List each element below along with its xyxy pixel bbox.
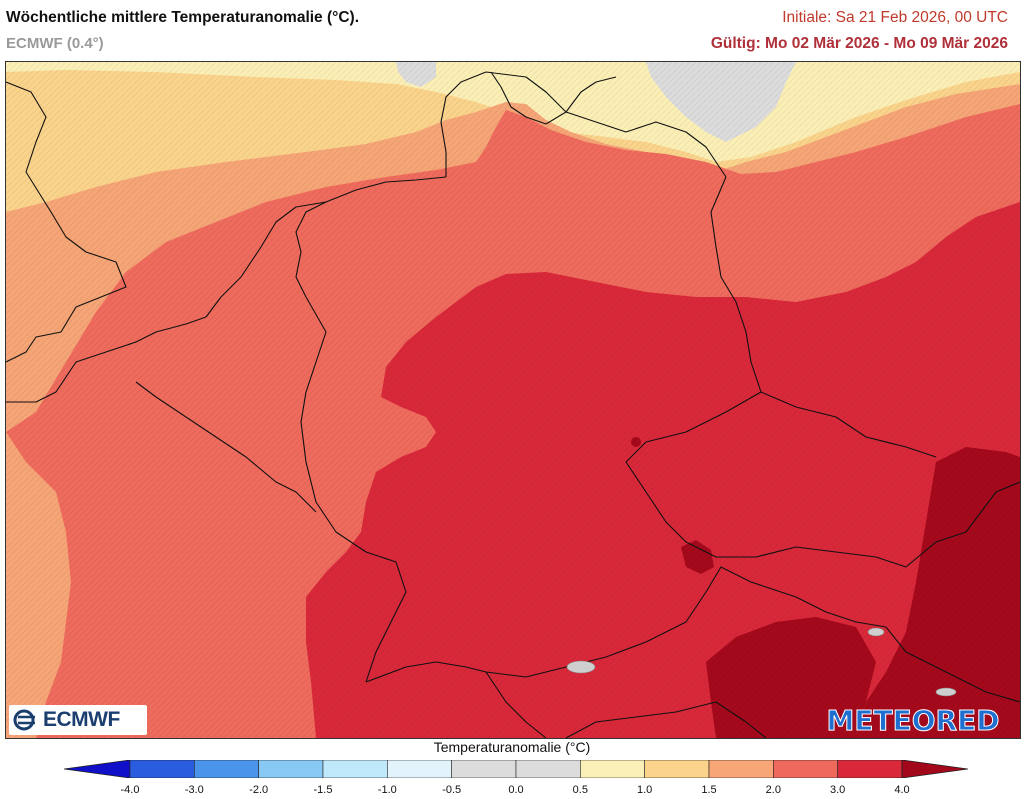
initial-time: Initiale: Sa 21 Feb 2026, 00 UTC	[782, 9, 1008, 26]
hungary-border	[885, 626, 1020, 703]
legend-tick-label: 0.5	[572, 784, 588, 796]
colorbar-segment	[129, 760, 195, 778]
uk-coast	[6, 81, 127, 363]
legend-tick-label: -1.0	[377, 784, 397, 796]
terrain-shading	[6, 62, 1020, 738]
benelux-coast	[205, 176, 447, 318]
legend-tick-label: 1.0	[637, 784, 653, 796]
slovakia-border	[905, 481, 1020, 568]
colorbar-segment	[387, 760, 452, 778]
colorbar-arrow-high	[901, 760, 968, 778]
map-canvas	[6, 62, 1020, 738]
lakes	[566, 627, 957, 697]
legend-tick-label: -3.0	[184, 784, 204, 796]
colorbar-segment	[708, 760, 774, 778]
legend-tick-label: 0.0	[508, 784, 524, 796]
colorbar-segment	[258, 760, 324, 778]
legend-title: Temperaturanomalie (°C)	[433, 739, 591, 755]
swiss-border	[365, 661, 547, 738]
belgium-border	[135, 381, 317, 513]
austria-border	[485, 566, 887, 678]
netherlands-border	[295, 201, 327, 298]
ecmwf-logo: ECMWF	[9, 705, 147, 735]
meteored-logo: METEORED	[809, 703, 1017, 737]
denmark	[490, 71, 617, 125]
colorbar-segment	[773, 760, 838, 778]
czech-border	[625, 391, 937, 463]
legend-tick-label: -2.0	[249, 784, 269, 796]
model-label: ECMWF (0.4°)	[6, 35, 104, 52]
ecmwf-logo-text: ECMWF	[43, 708, 120, 731]
ecmwf-emblem-icon	[13, 709, 35, 731]
legend-tick-label: -1.5	[313, 784, 333, 796]
meteored-logo-text: METEORED	[826, 703, 1000, 737]
map-title: Wöchentliche mittlere Temperaturanomalie…	[6, 9, 360, 26]
legend-tick-label: -4.0	[120, 784, 140, 796]
legend-tick-label: 4.0	[894, 784, 910, 796]
colorbar-arrow-low	[64, 760, 131, 778]
legend-tick-label: 2.0	[765, 784, 781, 796]
colorbar-segment	[515, 760, 581, 778]
legend-tick-label: 3.0	[830, 784, 846, 796]
germany-west-border	[300, 296, 367, 553]
poland-west-border	[710, 176, 762, 393]
colorbar-segment	[194, 760, 259, 778]
valid-period: Gültig: Mo 02 Mär 2026 - Mo 09 Mär 2026	[710, 35, 1008, 52]
france-coast	[6, 316, 207, 403]
colorbar-segment	[644, 760, 710, 778]
colorbar-segment	[322, 760, 388, 778]
rhine-border	[365, 551, 407, 683]
legend-tick-label: 1.5	[701, 784, 717, 796]
colorbar-segment	[451, 760, 517, 778]
anomaly-map[interactable]: ECMWF METEORED	[5, 61, 1021, 739]
italy-border	[565, 701, 767, 738]
legend-tick-label: -0.5	[442, 784, 462, 796]
german-coast	[440, 71, 727, 178]
country-borders	[6, 71, 1020, 738]
color-scale-bar	[64, 760, 968, 778]
czech-south	[625, 461, 907, 568]
colorbar-segment	[580, 760, 645, 778]
colorbar-segment	[837, 760, 903, 778]
